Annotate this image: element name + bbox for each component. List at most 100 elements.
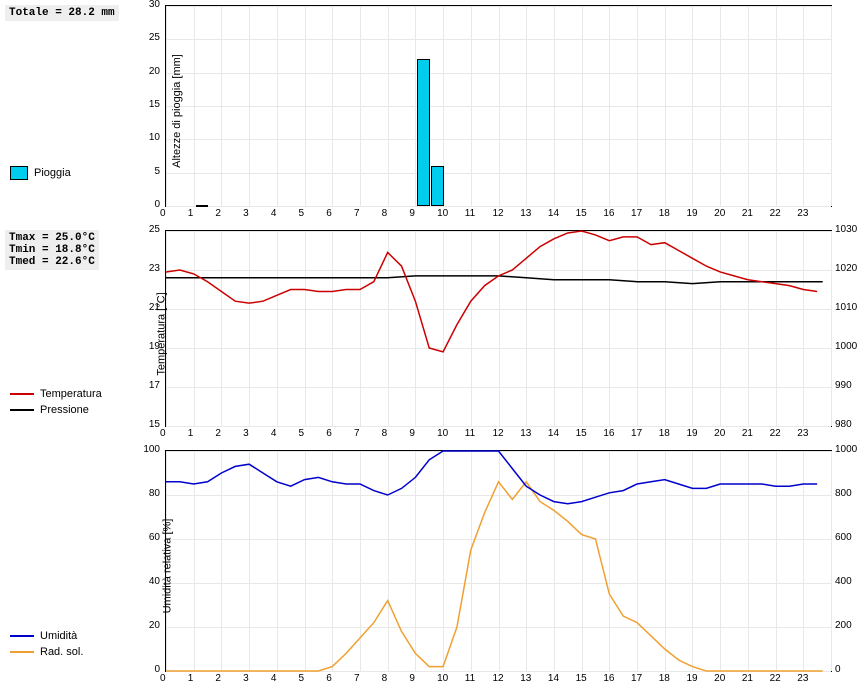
- x-tick-label: 0: [160, 208, 166, 219]
- radsol-line-swatch: [10, 651, 34, 653]
- x-tick-label: 6: [326, 673, 332, 684]
- humidity-y-label: Umidità relativa [%]: [161, 519, 173, 614]
- x-tick-label: 12: [493, 428, 504, 439]
- x-tick-label: 19: [686, 208, 697, 219]
- y-tick-label: 17: [149, 380, 160, 391]
- x-tick-label: 20: [714, 208, 725, 219]
- y-tick-label: 5: [154, 166, 160, 177]
- temperatura-line-swatch: [10, 393, 34, 395]
- x-tick-label: 15: [576, 673, 587, 684]
- x-tick-label: 11: [465, 208, 475, 219]
- x-tick-label: 3: [243, 673, 249, 684]
- y-tick-label: 80: [149, 488, 160, 499]
- x-tick-label: 18: [659, 428, 670, 439]
- x-tick-label: 10: [437, 428, 448, 439]
- x-tick-label: 7: [354, 428, 360, 439]
- y-tick-label-right: 990: [835, 380, 852, 391]
- y-tick-label: 23: [149, 263, 160, 274]
- y-tick-label-right: 1010: [835, 302, 857, 313]
- y-tick-label: 25: [149, 224, 160, 235]
- y-tick-label: 0: [154, 199, 160, 210]
- x-tick-label: 14: [548, 673, 559, 684]
- x-tick-label: 0: [160, 428, 166, 439]
- y-tick-label-right: 600: [835, 532, 852, 543]
- humidity-rad-chart: [165, 450, 832, 672]
- temp-pressure-chart: [165, 230, 832, 427]
- x-tick-label: 15: [576, 428, 587, 439]
- y-tick-label-right: 400: [835, 576, 852, 587]
- y-tick-label: 100: [143, 444, 160, 455]
- legend-radsol: Rad. sol.: [10, 646, 83, 658]
- rain-bar: [431, 166, 443, 206]
- x-tick-label: 11: [465, 428, 475, 439]
- y-tick-label: 60: [149, 532, 160, 543]
- x-tick-label: 17: [631, 428, 642, 439]
- x-tick-label: 20: [714, 428, 725, 439]
- x-tick-label: 4: [271, 673, 277, 684]
- y-tick-label-right: 980: [835, 419, 852, 430]
- x-tick-label: 5: [299, 673, 305, 684]
- x-tick-label: 2: [215, 208, 221, 219]
- x-tick-label: 23: [797, 673, 808, 684]
- x-tick-label: 19: [686, 428, 697, 439]
- x-tick-label: 2: [215, 673, 221, 684]
- x-tick-label: 6: [326, 428, 332, 439]
- legend-temperatura: Temperatura: [10, 388, 102, 400]
- y-tick-label-right: 1020: [835, 263, 857, 274]
- x-tick-label: 1: [188, 208, 194, 219]
- y-tick-label: 30: [149, 0, 160, 10]
- y-tick-label: 15: [149, 99, 160, 110]
- weather-dashboard: Totale = 28.2 mm Tmax = 25.0°C Tmin = 18…: [0, 0, 860, 690]
- legend-pioggia: Pioggia: [10, 166, 71, 180]
- temp-stats-box: Tmax = 25.0°C Tmin = 18.8°C Tmed = 22.6°…: [5, 230, 99, 270]
- x-tick-label: 5: [299, 208, 305, 219]
- rain-y-label: Altezze di pioggia [mm]: [171, 54, 183, 168]
- x-tick-label: 9: [409, 673, 415, 684]
- x-tick-label: 3: [243, 428, 249, 439]
- x-tick-label: 22: [770, 428, 781, 439]
- temperatura-label: Temperatura: [40, 388, 102, 400]
- x-tick-label: 17: [631, 673, 642, 684]
- x-tick-label: 17: [631, 208, 642, 219]
- x-tick-label: 23: [797, 208, 808, 219]
- pressione-line-swatch: [10, 409, 34, 411]
- x-tick-label: 12: [493, 673, 504, 684]
- x-tick-label: 9: [409, 428, 415, 439]
- x-tick-label: 2: [215, 428, 221, 439]
- rain-total-box: Totale = 28.2 mm: [5, 5, 119, 21]
- x-tick-label: 12: [493, 208, 504, 219]
- rain-chart: [165, 5, 832, 207]
- x-tick-label: 4: [271, 208, 277, 219]
- x-tick-label: 13: [520, 673, 531, 684]
- x-tick-label: 1: [188, 673, 194, 684]
- y-tick-label: 20: [149, 66, 160, 77]
- x-tick-label: 18: [659, 208, 670, 219]
- y-tick-label: 40: [149, 576, 160, 587]
- x-tick-label: 7: [354, 208, 360, 219]
- y-tick-label-right: 1000: [835, 341, 857, 352]
- x-tick-label: 14: [548, 428, 559, 439]
- x-tick-label: 0: [160, 673, 166, 684]
- legend-pressione: Pressione: [10, 404, 89, 416]
- y-tick-label: 19: [149, 341, 160, 352]
- y-tick-label-right: 800: [835, 488, 852, 499]
- x-tick-label: 3: [243, 208, 249, 219]
- y-tick-label: 0: [154, 664, 160, 675]
- x-tick-label: 11: [465, 673, 475, 684]
- y-tick-label: 15: [149, 419, 160, 430]
- x-tick-label: 22: [770, 673, 781, 684]
- x-tick-label: 16: [603, 208, 614, 219]
- y-tick-label-right: 1000: [835, 444, 857, 455]
- y-tick-label: 10: [149, 132, 160, 143]
- y-tick-label: 20: [149, 620, 160, 631]
- y-tick-label: 21: [149, 302, 160, 313]
- y-tick-label: 25: [149, 32, 160, 43]
- pioggia-swatch: [10, 166, 28, 180]
- x-tick-label: 7: [354, 673, 360, 684]
- x-tick-label: 22: [770, 208, 781, 219]
- x-tick-label: 14: [548, 208, 559, 219]
- y-tick-label-right: 200: [835, 620, 852, 631]
- x-tick-label: 21: [742, 208, 753, 219]
- umidita-label: Umidità: [40, 630, 77, 642]
- x-tick-label: 8: [382, 208, 388, 219]
